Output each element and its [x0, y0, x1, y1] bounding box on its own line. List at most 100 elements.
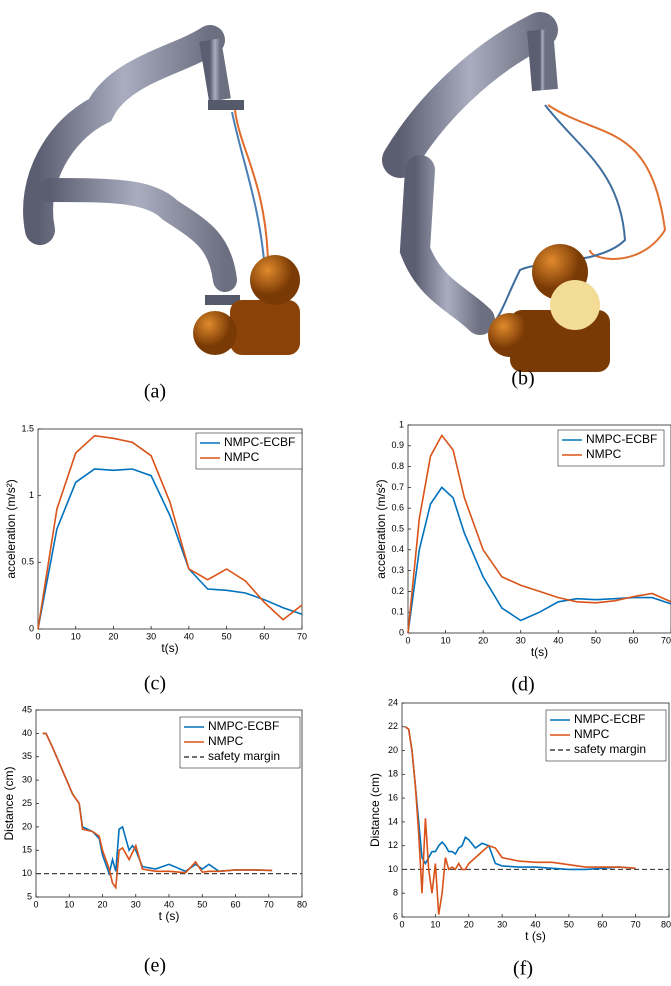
y-tick-label: 20	[22, 821, 32, 831]
series-line	[407, 486, 671, 634]
legend-label: NMPC-ECBF	[224, 435, 295, 449]
x-tick-label: 0	[405, 635, 410, 645]
series-line	[37, 468, 303, 630]
y-axis-label: acceleration (m/s²)	[4, 479, 18, 578]
series-line	[37, 434, 303, 630]
x-tick-label: 0	[399, 919, 404, 929]
x-tick-label: 60	[259, 631, 269, 641]
y-tick-label: 0	[29, 623, 34, 633]
y-tick-label: 1	[399, 419, 404, 429]
x-axis-label: t(s)	[161, 641, 178, 655]
x-tick-label: 20	[97, 899, 107, 909]
y-tick-label: 45	[22, 704, 32, 714]
x-tick-label: 20	[464, 919, 474, 929]
caption: (d)	[511, 674, 534, 696]
legend-label: NMPC-ECBF	[208, 719, 279, 733]
legend-label: safety margin	[574, 742, 646, 756]
x-tick-label: 40	[164, 899, 174, 909]
y-tick-label: 18	[388, 769, 398, 779]
y-tick-label: 0.3	[391, 565, 404, 575]
y-axis-label: acceleration (m/s²)	[374, 479, 388, 578]
y-axis-label: Distance (cm)	[2, 766, 16, 840]
x-axis-label: t (s)	[159, 909, 180, 923]
x-tick-label: 50	[222, 631, 232, 641]
y-tick-label: 25	[22, 798, 32, 808]
y-tick-label: 22	[388, 721, 398, 731]
caption: (e)	[144, 955, 166, 977]
series-line	[407, 433, 671, 634]
x-tick-label: 10	[64, 899, 74, 909]
y-tick-label: 15	[22, 845, 32, 855]
x-tick-label: 10	[71, 631, 81, 641]
x-tick-label: 70	[661, 635, 671, 645]
y-tick-label: 0.4	[391, 544, 404, 554]
y-axis-label: Distance (cm)	[368, 773, 382, 847]
robot-scene-b	[382, 12, 667, 372]
y-tick-label: 14	[388, 816, 398, 826]
caption: (b)	[511, 368, 534, 390]
y-tick-label: 1.5	[21, 423, 34, 433]
y-tick-label: 40	[22, 728, 32, 738]
legend-box	[557, 429, 665, 467]
x-tick-label: 30	[516, 635, 526, 645]
x-tick-label: 10	[441, 635, 451, 645]
x-tick-label: 60	[628, 635, 638, 645]
x-tick-label: 30	[146, 631, 156, 641]
x-tick-label: 70	[631, 919, 641, 929]
y-tick-label: 0	[399, 627, 404, 637]
y-tick-label: 20	[388, 745, 398, 755]
y-tick-label: 0.9	[391, 440, 404, 450]
y-tick-label: 5	[27, 891, 32, 901]
x-tick-label: 40	[553, 635, 563, 645]
y-tick-label: 30	[22, 775, 32, 785]
x-axis-label: t(s)	[531, 645, 548, 659]
series-line	[42, 732, 273, 890]
x-tick-label: 70	[264, 899, 274, 909]
x-tick-label: 20	[108, 631, 118, 641]
legend-box	[195, 432, 303, 470]
x-axis-label: t (s)	[525, 929, 546, 943]
caption: (c)	[144, 673, 166, 695]
x-tick-label: 30	[497, 919, 507, 929]
legend-label: NMPC	[574, 727, 610, 741]
x-tick-label: 20	[478, 635, 488, 645]
y-tick-label: 0.8	[391, 461, 404, 471]
x-tick-label: 10	[430, 919, 440, 929]
y-tick-label: 0.5	[21, 557, 34, 567]
x-tick-label: 30	[131, 899, 141, 909]
x-tick-label: 50	[564, 919, 574, 929]
robot-scene-a	[20, 25, 300, 355]
x-tick-label: 70	[297, 631, 307, 641]
x-tick-label: 80	[661, 919, 671, 929]
x-tick-label: 60	[597, 919, 607, 929]
y-tick-label: 6	[393, 911, 398, 921]
y-tick-label: 16	[388, 792, 398, 802]
series-line	[404, 726, 636, 915]
y-tick-label: 10	[22, 868, 32, 878]
y-tick-label: 0.1	[391, 607, 404, 617]
x-tick-label: 50	[591, 635, 601, 645]
x-tick-label: 60	[230, 899, 240, 909]
x-tick-label: 40	[530, 919, 540, 929]
x-tick-label: 80	[297, 899, 307, 909]
legend-label: NMPC	[586, 447, 622, 461]
y-tick-label: 8	[393, 888, 398, 898]
legend-label: safety margin	[208, 749, 280, 763]
caption: (f)	[513, 958, 533, 980]
x-tick-label: 0	[33, 899, 38, 909]
caption: (a)	[144, 381, 166, 403]
y-tick-label: 10	[388, 864, 398, 874]
y-tick-label: 1	[29, 490, 34, 500]
x-tick-label: 0	[35, 631, 40, 641]
y-tick-label: 0.2	[391, 586, 404, 596]
y-tick-label: 0.5	[391, 523, 404, 533]
x-tick-label: 50	[197, 899, 207, 909]
y-tick-label: 0.7	[391, 482, 404, 492]
legend-label: NMPC	[224, 450, 260, 464]
x-tick-label: 40	[184, 631, 194, 641]
y-tick-label: 24	[388, 697, 398, 707]
y-tick-label: 35	[22, 751, 32, 761]
y-tick-label: 0.6	[391, 503, 404, 513]
legend-label: NMPC-ECBF	[574, 712, 645, 726]
